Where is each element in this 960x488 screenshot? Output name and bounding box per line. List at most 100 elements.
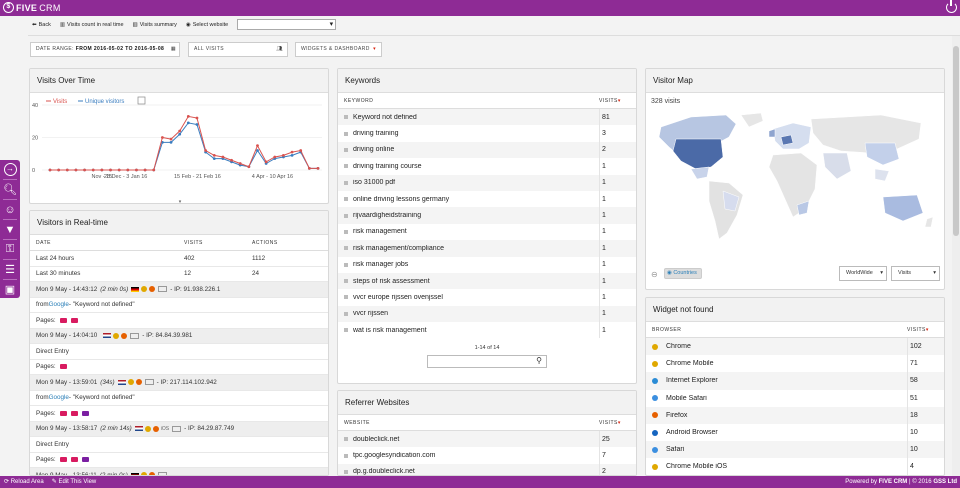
browser-row[interactable]: Chrome Mobile 71	[646, 355, 944, 373]
referrer-row[interactable]: doubleclick.net 25	[338, 431, 636, 448]
data-point[interactable]	[48, 168, 52, 172]
side-nav-list[interactable]: ☰	[0, 260, 20, 279]
data-point[interactable]	[221, 155, 225, 159]
keyword-search-input[interactable]: ⚲	[427, 355, 547, 369]
browser-row[interactable]: Firefox 18	[646, 406, 944, 424]
side-nav-report[interactable]: ▣	[0, 280, 20, 299]
keyword-row[interactable]: wat is risk management 1	[338, 322, 636, 339]
data-point[interactable]	[178, 132, 182, 136]
data-point[interactable]	[195, 116, 199, 120]
date-range-picker[interactable]: DATE RANGE: FROM 2016-05-02 TO 2016-05-0…	[30, 42, 180, 57]
page-scrollbar[interactable]	[952, 36, 960, 476]
data-point[interactable]	[186, 121, 190, 125]
data-point[interactable]	[299, 149, 303, 152]
browser-row[interactable]: Mobile Safari 51	[646, 389, 944, 407]
data-point[interactable]	[186, 114, 190, 118]
region-select[interactable]: WorldWide ▾	[839, 266, 887, 281]
data-point[interactable]	[256, 144, 259, 148]
col-visits-sort[interactable]: VISITS▾	[599, 420, 630, 426]
data-point[interactable]	[307, 166, 311, 170]
data-point[interactable]	[83, 168, 86, 172]
data-point[interactable]	[100, 168, 104, 172]
data-point[interactable]	[169, 140, 173, 144]
data-point[interactable]	[238, 162, 242, 165]
data-point[interactable]	[195, 123, 199, 126]
page-folder-icon[interactable]	[59, 364, 67, 370]
data-point[interactable]	[65, 168, 69, 172]
side-nav-filter[interactable]: ▼	[0, 220, 20, 239]
side-nav-keys[interactable]: ⚿	[0, 240, 20, 259]
browser-row[interactable]: Chrome Mobile iOS 4	[646, 458, 944, 475]
scrollbar-thumb[interactable]	[953, 46, 959, 236]
data-point[interactable]	[117, 168, 121, 172]
data-point[interactable]	[247, 165, 251, 169]
data-point[interactable]	[212, 157, 216, 161]
zoom-out-icon[interactable]: ⊖	[651, 270, 658, 279]
metric-select[interactable]: Visits ▾	[891, 266, 940, 281]
expand-chart-icon[interactable]: ▾	[179, 199, 182, 204]
visit-entry-header[interactable]: Mon 9 May - 13:56:11 (2 min 0s)	[30, 468, 328, 475]
app-logo[interactable]: $ FIVE CRM	[3, 2, 61, 13]
page-folder-icon[interactable]	[70, 457, 78, 463]
segment-select[interactable]: ALL VISITS 👥︎	[188, 42, 288, 57]
reload-area-button[interactable]: ⟳ Reload Area	[4, 476, 44, 488]
browser-row[interactable]: Safari 10	[646, 441, 944, 459]
data-point[interactable]	[282, 153, 285, 157]
realtime-link[interactable]: ▥ Visits count in real time	[60, 22, 124, 28]
browser-row[interactable]: Internet Explorer 58	[646, 372, 944, 390]
data-point[interactable]	[178, 129, 182, 133]
data-point[interactable]	[135, 168, 138, 172]
data-point[interactable]	[160, 136, 164, 139]
visit-entry-header[interactable]: Mon 9 May - 14:04:10 - IP: 84.84.39.981	[30, 328, 328, 344]
keyword-row[interactable]: driving training course 1	[338, 158, 636, 175]
keyword-row[interactable]: vvcr rijssen 1	[338, 305, 636, 323]
data-point[interactable]	[143, 168, 147, 172]
referrer-row[interactable]: dp.g.doubleclick.net 2	[338, 463, 636, 475]
keyword-row[interactable]: Keyword not defined 81	[338, 109, 636, 126]
widgets-dashboard-menu[interactable]: WIDGETS & DASHBOARD ▾	[295, 42, 382, 57]
back-link[interactable]: ⬅ Back	[32, 22, 51, 28]
data-point[interactable]	[57, 168, 61, 172]
source-link[interactable]: Google	[48, 301, 69, 309]
data-point[interactable]	[290, 153, 294, 157]
keyword-row[interactable]: risk management 1	[338, 223, 636, 241]
visit-entry-header[interactable]: Mon 9 May - 14:43:12 (2 min 0s) - IP: 91.9…	[30, 282, 328, 298]
countries-button[interactable]: ◉ Countries	[664, 268, 702, 279]
browser-row[interactable]: Android Browser 10	[646, 423, 944, 442]
referrer-row[interactable]: tpc.googlesyndication.com 7	[338, 447, 636, 464]
keyword-row[interactable]: steps of risk assessment 1	[338, 272, 636, 290]
keyword-row[interactable]: driving training 3	[338, 125, 636, 142]
power-icon[interactable]	[946, 0, 957, 13]
keyword-row[interactable]: iso 31000 pdf 1	[338, 174, 636, 191]
page-folder-icon[interactable]	[59, 457, 67, 463]
keyword-row[interactable]: vvcr europe rijssen ovenjssel 1	[338, 289, 636, 306]
data-point[interactable]	[152, 168, 156, 172]
data-point[interactable]	[273, 155, 277, 159]
edit-view-button[interactable]: ✎ Edit This View	[52, 476, 97, 488]
side-nav-contacts[interactable]: ☺	[0, 200, 20, 219]
page-folder-icon[interactable]	[59, 317, 67, 323]
side-nav-login[interactable]: →	[0, 160, 20, 179]
keyword-row[interactable]: risk manager jobs 1	[338, 256, 636, 273]
source-link[interactable]: Google	[48, 394, 69, 402]
keyword-row[interactable]: online driving lessons germany 1	[338, 190, 636, 208]
page-folder-icon[interactable]	[70, 410, 78, 416]
page-folder-icon[interactable]	[81, 457, 89, 463]
legend-unique-visitors[interactable]: Unique visitors	[85, 99, 124, 105]
world-map[interactable]	[651, 109, 941, 249]
page-folder-icon[interactable]	[81, 410, 89, 416]
summary-link[interactable]: ▥ Visits summary	[133, 22, 177, 28]
data-point[interactable]	[256, 149, 259, 152]
data-point[interactable]	[212, 153, 216, 157]
visit-entry-header[interactable]: Mon 9 May - 13:58:17 (2 min 14s) iOS - IP: …	[30, 421, 328, 437]
keyword-row[interactable]: risk management/compliance 1	[338, 240, 636, 257]
data-point[interactable]	[290, 150, 294, 154]
data-point[interactable]	[126, 168, 130, 172]
page-folder-icon[interactable]	[70, 317, 78, 323]
data-point[interactable]	[169, 137, 173, 141]
website-select[interactable]	[237, 19, 337, 30]
data-point[interactable]	[264, 160, 268, 164]
page-folder-icon[interactable]	[59, 410, 67, 416]
chart-export-icon[interactable]	[137, 96, 146, 105]
legend-visits[interactable]: Visits	[53, 99, 67, 105]
